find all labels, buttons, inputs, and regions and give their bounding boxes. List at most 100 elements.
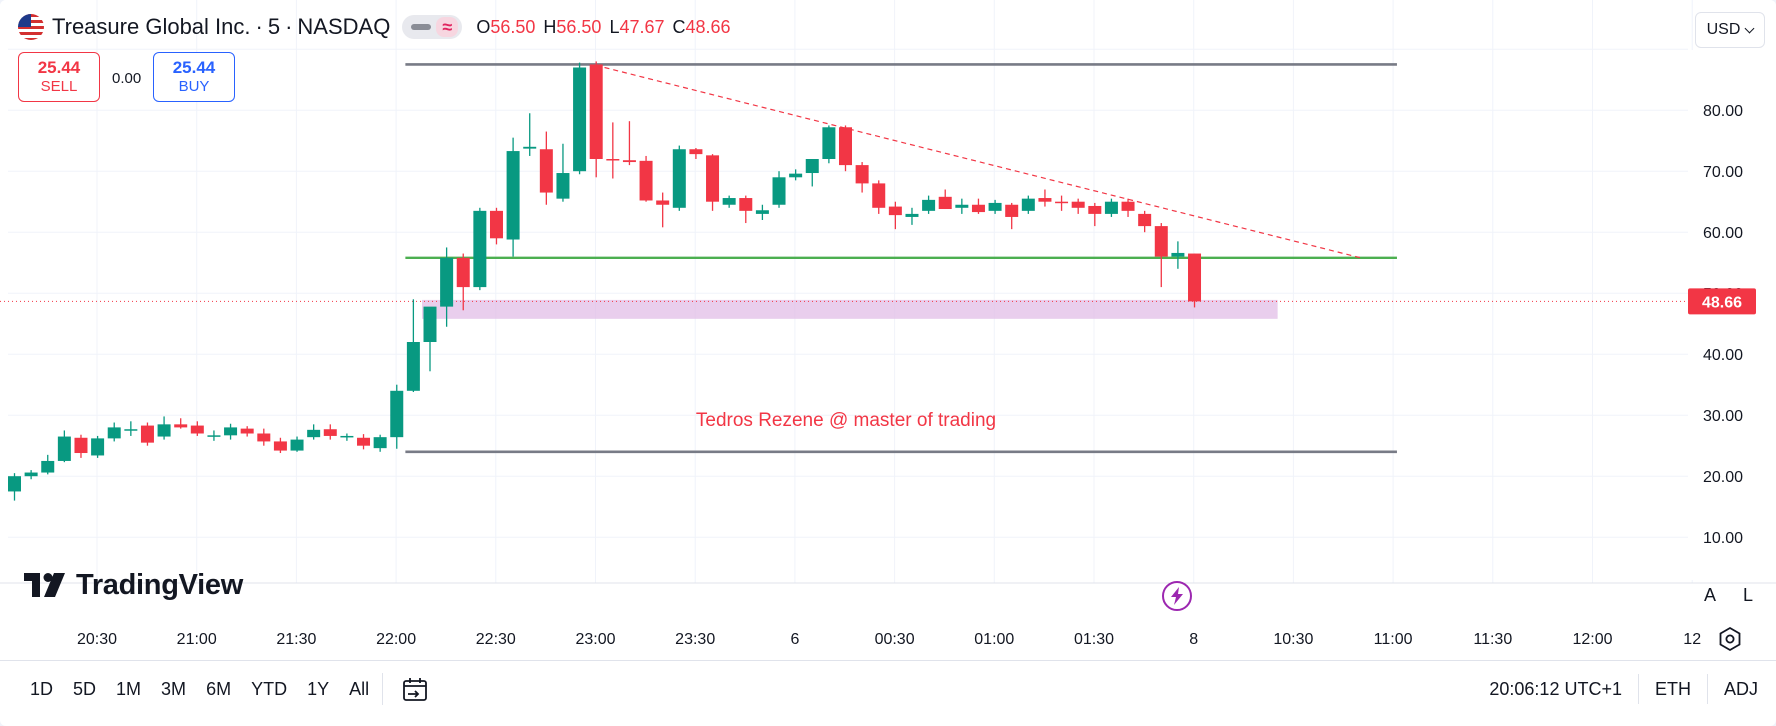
candle — [739, 195, 753, 224]
candle — [340, 433, 354, 441]
candle-body — [539, 149, 553, 193]
minus-icon[interactable] — [411, 24, 432, 30]
candle — [706, 154, 720, 211]
candle-body — [672, 149, 686, 208]
candle-body — [622, 160, 636, 163]
chart-background — [0, 0, 1776, 660]
price-tick-label: 40.00 — [1703, 347, 1743, 364]
settings-gear-icon[interactable] — [1716, 625, 1744, 653]
candle-body — [57, 436, 71, 461]
candle — [789, 169, 803, 181]
candle — [689, 148, 703, 159]
clock-readout[interactable]: 20:06:12 UTC+1 — [1489, 678, 1622, 699]
open-label: O — [476, 16, 491, 37]
candle-body — [157, 424, 171, 437]
candle — [988, 199, 1002, 214]
candle-body — [722, 198, 736, 205]
low-label: L — [609, 16, 620, 37]
range-1d[interactable]: 1D — [30, 678, 54, 699]
toolbar-divider — [1706, 674, 1708, 704]
symbol-name[interactable]: Treasure Global Inc. — [52, 14, 251, 39]
time-tick-label: 11:00 — [1374, 631, 1413, 648]
chart-mode-toggle[interactable]: ≈ — [402, 15, 463, 39]
buy-price: 25.44 — [172, 58, 216, 77]
price-chart[interactable]: Tedros Rezene @ master of trading80.0070… — [0, 0, 1776, 660]
candle — [1055, 195, 1069, 211]
candle — [573, 62, 587, 175]
auto-scale-button[interactable]: A — [1703, 585, 1716, 605]
candle-body — [573, 67, 587, 172]
candle-body — [373, 437, 387, 449]
interval-label[interactable]: 5 — [267, 14, 281, 39]
log-scale-button[interactable]: L — [1742, 585, 1753, 605]
price-axis-background — [1688, 50, 1776, 580]
candle-body — [390, 390, 404, 438]
calendar-goto-icon[interactable] — [400, 675, 430, 705]
currency-label: USD — [1706, 21, 1741, 38]
range-6m[interactable]: 6M — [206, 678, 232, 699]
candle-body — [1171, 252, 1185, 257]
sell-button[interactable]: 25.44 SELL — [18, 52, 100, 102]
toolbar-divider — [382, 673, 383, 705]
candle — [938, 189, 952, 210]
candle-body — [190, 425, 204, 434]
range-all[interactable]: All — [349, 678, 370, 699]
candle — [257, 428, 271, 446]
candle — [622, 121, 636, 166]
price-tick-label: 60.00 — [1703, 225, 1743, 242]
candle — [323, 424, 337, 440]
candle — [971, 198, 985, 214]
high-label: H — [543, 16, 557, 37]
candle — [1104, 198, 1118, 217]
candle-body — [24, 472, 38, 477]
time-tick-label: 20:30 — [77, 631, 117, 648]
candle-body — [1088, 205, 1102, 214]
wave-icon[interactable]: ≈ — [436, 17, 459, 37]
candle-body — [1038, 198, 1052, 202]
symbol-header[interactable]: Treasure Global Inc. · 5 · NASDAQ ≈ O56.… — [18, 12, 731, 42]
session-toggle[interactable]: ETH — [1654, 678, 1691, 699]
candle-body — [1154, 226, 1168, 257]
candle — [207, 430, 221, 441]
lightning-icon[interactable] — [1162, 581, 1192, 611]
candle-body — [506, 151, 520, 240]
time-tick-label: 10:30 — [1273, 631, 1313, 648]
candle-body — [606, 159, 620, 161]
range-3m[interactable]: 3M — [161, 678, 187, 699]
time-tick-label: 21:00 — [177, 631, 217, 648]
time-tick-label: 6 — [790, 631, 799, 648]
adjust-toggle[interactable]: ADJ — [1723, 678, 1758, 699]
candle-body — [888, 206, 902, 216]
price-tick-label: 30.00 — [1703, 408, 1743, 425]
candle — [1071, 198, 1085, 214]
candle-body — [406, 342, 420, 391]
candle-body — [41, 460, 55, 473]
candle — [506, 137, 520, 257]
currency-select[interactable]: USD — [1695, 12, 1765, 48]
range-5d[interactable]: 5D — [73, 678, 97, 699]
toolbar-divider — [1637, 674, 1639, 704]
price-tick-label: 20.00 — [1703, 469, 1743, 486]
candle-body — [656, 200, 670, 205]
candle — [888, 201, 902, 230]
candle-body — [74, 437, 88, 454]
candle-body — [1005, 204, 1019, 217]
time-tick-label: 21:30 — [276, 631, 316, 648]
tradingview-logo[interactable]: TradingView — [24, 568, 243, 602]
candle — [174, 418, 188, 429]
candle-body — [772, 177, 786, 205]
time-tick-label: 01:00 — [974, 631, 1014, 648]
range-1m[interactable]: 1M — [116, 678, 142, 699]
candle-body — [556, 173, 570, 199]
candle-body — [1104, 201, 1118, 214]
candle — [1154, 223, 1168, 288]
candle — [273, 437, 287, 454]
close-label: C — [672, 16, 686, 37]
buy-button[interactable]: 25.44 BUY — [153, 52, 235, 102]
candle — [157, 416, 171, 440]
range-1y[interactable]: 1Y — [307, 678, 330, 699]
candle — [606, 122, 620, 179]
candle — [373, 434, 387, 452]
candle — [556, 143, 570, 202]
range-ytd[interactable]: YTD — [251, 678, 288, 699]
